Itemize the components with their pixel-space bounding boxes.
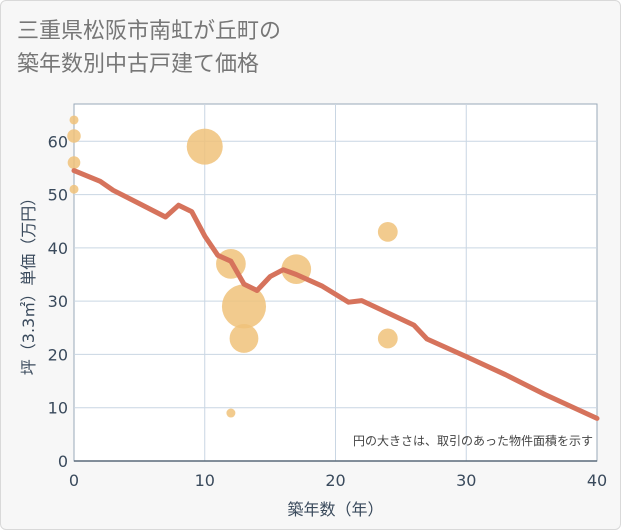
trend-line	[71, 168, 600, 421]
x-tick-label: 30	[456, 471, 476, 490]
chart-title-line1: 三重県松阪市南虹が丘町の	[17, 19, 282, 44]
data-bubble	[69, 115, 79, 125]
data-bubble	[377, 221, 398, 242]
data-bubble	[229, 324, 259, 353]
data-bubble	[67, 156, 81, 169]
data-bubble	[69, 184, 79, 194]
data-bubble	[67, 129, 81, 143]
y-tick-label: 50	[48, 186, 68, 205]
data-bubble	[377, 328, 398, 349]
y-tick-label: 40	[48, 239, 68, 258]
chart-title: 三重県松阪市南虹が丘町の 築年数別中古戸建て価格	[17, 15, 281, 81]
x-axis-label: 築年数（年）	[287, 500, 383, 519]
y-tick-label: 20	[48, 345, 68, 364]
y-tick-label: 30	[48, 292, 68, 311]
chart-title-line2: 築年数別中古戸建て価格	[17, 52, 260, 77]
y-axis-label: 坪（3.3㎡）単価（万円）	[19, 190, 38, 375]
data-bubble	[186, 128, 223, 165]
data-bubble	[226, 408, 236, 418]
x-tick-label: 10	[195, 471, 215, 490]
data-bubble	[221, 284, 267, 329]
x-tick-label: 20	[325, 471, 345, 490]
y-tick-label: 10	[48, 399, 68, 418]
y-tick-label: 0	[58, 452, 68, 471]
x-tick-label: 40	[587, 471, 607, 490]
size-note: 円の大きさは、取引のあった物件面積を示す	[353, 433, 593, 448]
y-tick-label: 60	[48, 132, 68, 151]
x-tick-label: 0	[69, 471, 79, 490]
